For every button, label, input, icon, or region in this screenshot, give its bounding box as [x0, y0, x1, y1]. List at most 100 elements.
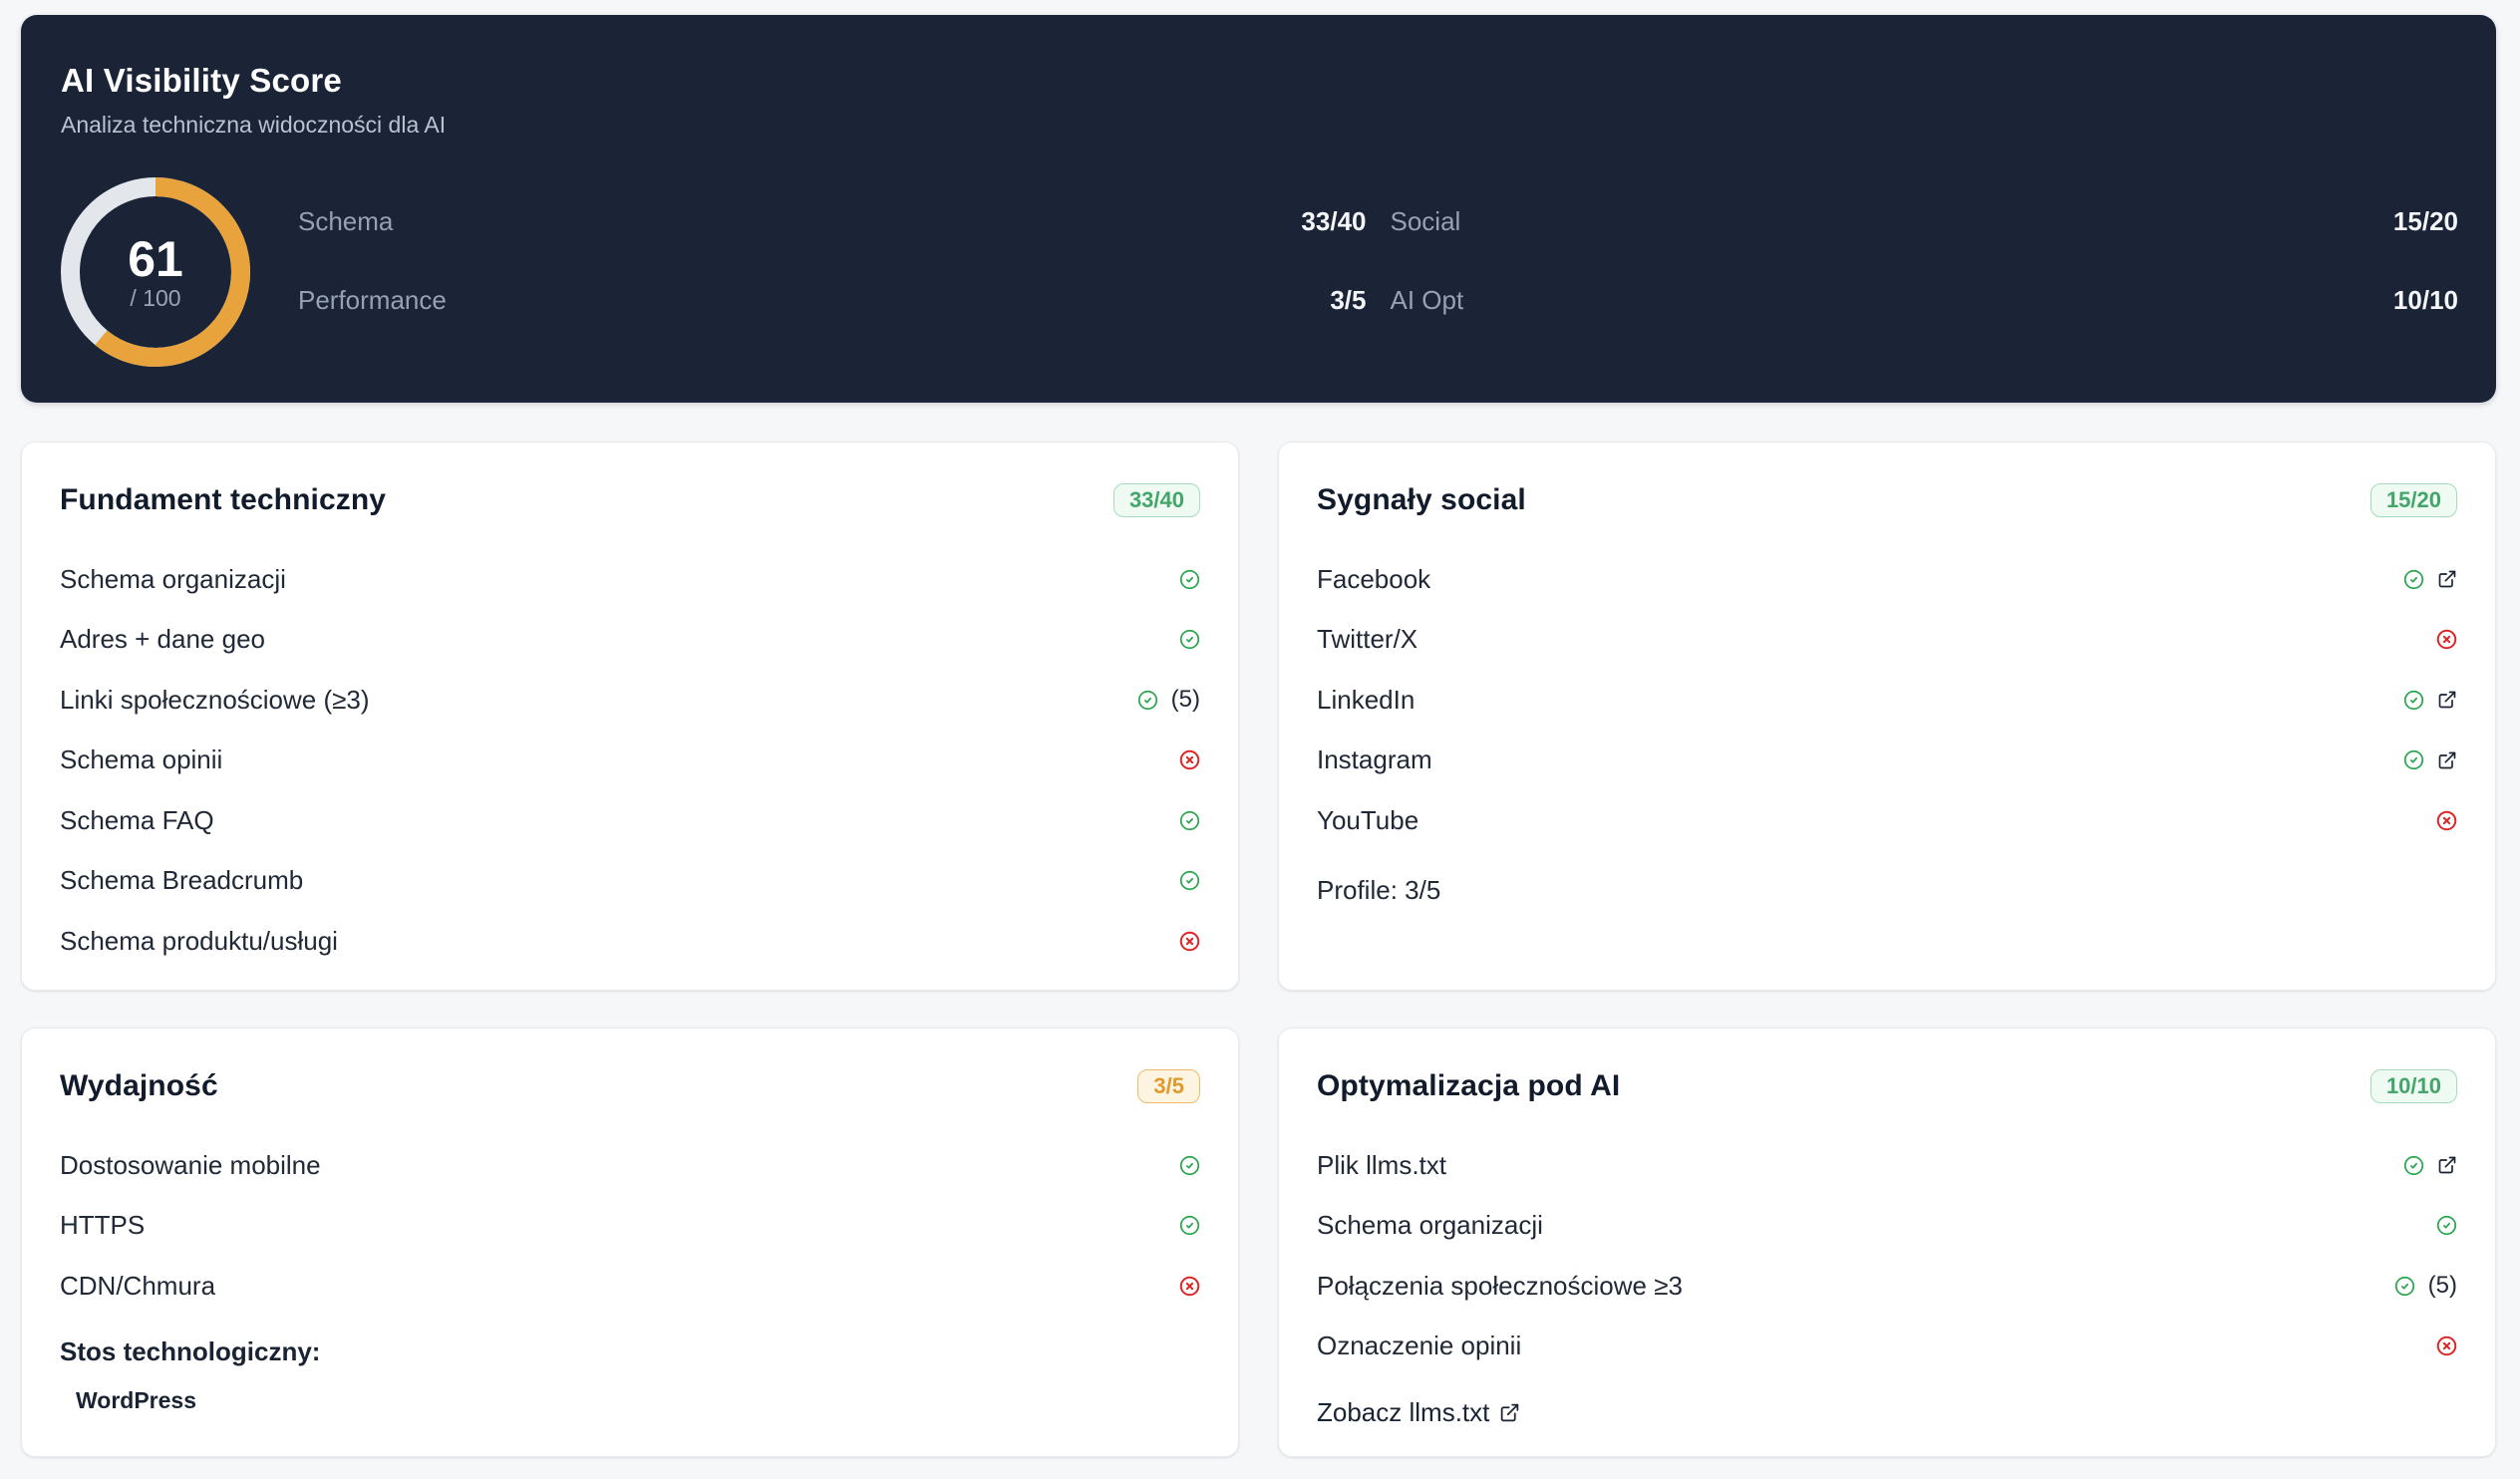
- item-label: Połączenia społecznościowe ≥3: [1317, 1270, 1683, 1301]
- check-circle-icon: [1137, 690, 1157, 710]
- external-link-icon[interactable]: [2437, 690, 2457, 710]
- item-label: Adres + dane geo: [60, 624, 265, 655]
- metric-label: Performance: [298, 285, 447, 315]
- check-circle-icon: [1179, 1216, 1200, 1236]
- x-circle-icon: [1179, 749, 1200, 770]
- check-circle-icon: [2403, 569, 2424, 589]
- score-gauge-ring: [61, 177, 250, 367]
- check-circle-icon: [2394, 1276, 2414, 1296]
- card-title: Wydajność: [60, 1069, 218, 1102]
- item-label: Facebook: [1317, 563, 1431, 594]
- item-label: Schema FAQ: [60, 804, 214, 835]
- check-circle-icon: [1179, 569, 1200, 589]
- metric-performance: Performance 3/5: [298, 285, 1367, 316]
- score-value: 61: [128, 231, 183, 287]
- item-label: Schema organizacji: [60, 563, 286, 594]
- checklist-item: LinkedIn: [1317, 670, 2457, 731]
- item-label: Dostosowanie mobilne: [60, 1149, 321, 1180]
- check-circle-icon: [2403, 1155, 2424, 1175]
- card-title: Optymalizacja pod AI: [1317, 1069, 1621, 1102]
- check-circle-icon: [1179, 630, 1200, 650]
- item-status: [1179, 931, 1200, 952]
- view-llms-txt-link[interactable]: Zobacz llms.txt: [1317, 1384, 1520, 1440]
- metric-value: 3/5: [1330, 285, 1367, 315]
- item-label: Schema Breadcrumb: [60, 865, 304, 896]
- item-label: Linki społecznościowe (≥3): [60, 684, 370, 715]
- page-title: AI Visibility Score: [61, 62, 342, 99]
- checklist-item: Schema organizacji: [1317, 1196, 2457, 1257]
- item-label: YouTube: [1317, 804, 1419, 835]
- item-status: [2436, 1335, 2457, 1356]
- checklist-item: Schema produktu/usługi: [60, 911, 1200, 972]
- card-title: Sygnały social: [1317, 483, 1526, 516]
- item-label: Schema produktu/usługi: [60, 925, 338, 956]
- card-optymalizacja-pod-ai: Optymalizacja pod AI 10/10 Plik llms.txt…: [1278, 1028, 2496, 1457]
- ai-visibility-score-card: AI Visibility Score Analiza techniczna w…: [21, 15, 2496, 403]
- item-status: [1179, 1276, 1200, 1297]
- checklist-item: Dostosowanie mobilne: [60, 1135, 1200, 1196]
- item-label: Instagram: [1317, 744, 1432, 775]
- item-count: (5): [2427, 1272, 2457, 1300]
- checklist-item: CDN/Chmura: [60, 1256, 1200, 1317]
- check-circle-icon: [1179, 871, 1200, 891]
- external-link-icon[interactable]: [2437, 750, 2457, 770]
- profiles-summary: Profile: 3/5: [1317, 875, 1441, 905]
- item-label: Schema opinii: [60, 744, 223, 775]
- item-status: [2436, 810, 2457, 831]
- x-circle-icon: [2436, 629, 2457, 650]
- metric-label: Social: [1390, 206, 1461, 236]
- checklist-item: Twitter/X: [1317, 610, 2457, 671]
- check-circle-icon: [2436, 1216, 2457, 1236]
- card-sygnaly-social: Sygnały social 15/20 Facebook Twitter/X Li…: [1278, 442, 2496, 991]
- item-status: [2403, 569, 2457, 590]
- x-circle-icon: [2436, 1335, 2457, 1356]
- metric-ai-opt: AI Opt 10/10: [1390, 285, 2459, 316]
- item-status: [1179, 749, 1200, 770]
- external-link-icon[interactable]: [2437, 1155, 2457, 1175]
- check-circle-icon: [1179, 810, 1200, 830]
- check-circle-icon: [2403, 750, 2424, 770]
- checklist-item: Schema opinii: [60, 731, 1200, 791]
- item-status: [1179, 810, 1200, 831]
- card-header: Fundament techniczny 33/40: [60, 480, 1200, 520]
- item-label: Plik llms.txt: [1317, 1149, 1446, 1180]
- page-subtitle: Analiza techniczna widoczności dla AI: [61, 112, 447, 138]
- checklist: Facebook Twitter/X LinkedIn Instagram YouTub…: [1317, 549, 2457, 851]
- item-status: [1179, 569, 1200, 590]
- check-circle-icon: [2403, 690, 2424, 710]
- item-label: HTTPS: [60, 1210, 146, 1241]
- external-link-icon[interactable]: [2437, 569, 2457, 589]
- card-fundament-techniczny: Fundament techniczny 33/40 Schema organi…: [21, 442, 1239, 991]
- item-status: [2436, 1215, 2457, 1236]
- cards-grid: Fundament techniczny 33/40 Schema organi…: [21, 442, 2496, 1457]
- item-status: [2436, 629, 2457, 650]
- item-label: Twitter/X: [1317, 624, 1418, 655]
- item-status: [2403, 690, 2457, 711]
- item-status: [2403, 749, 2457, 770]
- checklist-item: Plik llms.txt: [1317, 1135, 2457, 1196]
- item-label: Schema organizacji: [1317, 1210, 1543, 1241]
- score-gauge-center: 61 / 100: [61, 177, 250, 367]
- view-llms-txt-label: Zobacz llms.txt: [1317, 1396, 1490, 1427]
- score-badge: 3/5: [1137, 1069, 1200, 1103]
- checklist-item: YouTube: [1317, 790, 2457, 851]
- item-status: (5): [2394, 1272, 2457, 1300]
- item-label: CDN/Chmura: [60, 1270, 216, 1301]
- card-header: Optymalizacja pod AI 10/10: [1317, 1066, 2457, 1106]
- item-status: [1179, 1155, 1200, 1176]
- checklist: Dostosowanie mobilne HTTPS CDN/Chmura: [60, 1135, 1200, 1317]
- item-status: (5): [1137, 686, 1200, 714]
- metric-label: Schema: [298, 206, 394, 236]
- card-wydajnosc: Wydajność 3/5 Dostosowanie mobilne HTTPS C…: [21, 1028, 1239, 1457]
- item-count: (5): [1170, 686, 1200, 714]
- checklist-item: Schema organizacji: [60, 549, 1200, 610]
- checklist-item: HTTPS: [60, 1196, 1200, 1257]
- metric-social: Social 15/20: [1390, 206, 2459, 237]
- item-status: [1179, 629, 1200, 650]
- metric-label: AI Opt: [1390, 285, 1464, 315]
- item-status: [2403, 1155, 2457, 1176]
- metric-value: 15/20: [2392, 206, 2458, 236]
- check-circle-icon: [1179, 1155, 1200, 1175]
- score-badge: 10/10: [2369, 1069, 2457, 1103]
- checklist-item: Instagram: [1317, 731, 2457, 791]
